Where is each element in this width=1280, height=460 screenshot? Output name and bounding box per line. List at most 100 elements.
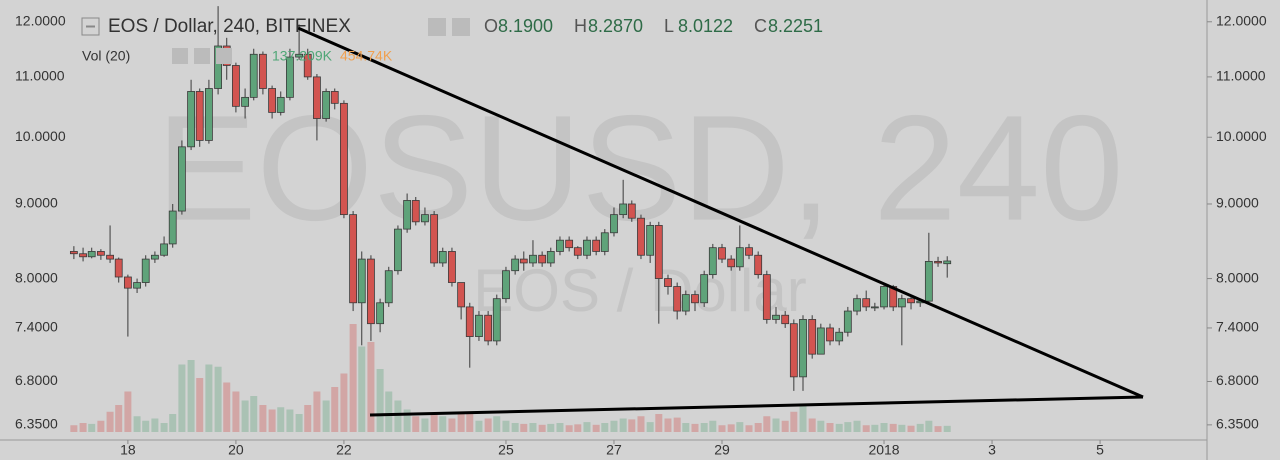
volume-bar <box>502 420 510 432</box>
candle-body <box>160 243 168 256</box>
volume-bar <box>547 423 555 432</box>
volume-bar <box>610 420 618 432</box>
ohlc-value: 8.2870 <box>588 16 643 36</box>
candle-body <box>69 251 78 255</box>
volume-bar <box>223 382 231 432</box>
volume-bar <box>889 423 897 432</box>
candle-body <box>232 65 240 107</box>
candle-body <box>357 258 366 304</box>
volume-bar <box>673 417 681 432</box>
volume-bar <box>232 391 240 432</box>
volume-bar <box>538 424 546 432</box>
candle-body <box>924 260 933 302</box>
candle-body <box>96 251 105 256</box>
volume-bar <box>916 423 924 432</box>
candle-body <box>286 56 294 98</box>
candle-body <box>303 53 312 78</box>
volume-bar <box>97 420 105 432</box>
volume-bar <box>844 422 852 432</box>
candle-body <box>448 251 456 283</box>
volume-bar <box>295 414 303 432</box>
volume-bar <box>727 424 735 432</box>
volume-bar <box>358 346 366 432</box>
volume-bar <box>511 423 519 432</box>
candle-body <box>808 319 817 355</box>
volume-bar <box>70 425 78 432</box>
volume-bar <box>322 400 330 432</box>
candle-body <box>727 258 736 268</box>
collapse-icon[interactable] <box>81 17 100 36</box>
candle-body <box>295 53 304 58</box>
candle-body <box>700 274 709 304</box>
volume-bar <box>763 416 771 432</box>
y-tick-label: 7.4000 <box>1216 319 1259 335</box>
volume-bar <box>682 423 690 432</box>
settings-icon[interactable] <box>428 18 446 36</box>
candle-body <box>934 260 942 264</box>
volume-bar <box>304 405 312 432</box>
ohlc-key: L <box>664 16 674 36</box>
candle-body <box>123 276 132 289</box>
volume-bar <box>439 416 447 432</box>
candle-body <box>249 53 258 98</box>
candle-body <box>664 278 672 287</box>
candle-body <box>619 203 628 216</box>
candle-body <box>637 217 645 256</box>
volume-bar <box>286 409 294 432</box>
candle-body <box>835 331 844 342</box>
y-tick-label: 11.0000 <box>15 68 65 84</box>
y-tick-label: 6.8000 <box>15 372 58 388</box>
volume-bar <box>745 425 753 432</box>
candle-body <box>421 214 429 223</box>
candle-body <box>484 314 493 342</box>
volume-bar <box>664 418 672 432</box>
volume-bar <box>853 420 861 432</box>
candle-body <box>330 91 339 104</box>
volume-bar <box>781 420 789 432</box>
candle-body <box>430 214 439 264</box>
y-tick-label: 7.4000 <box>15 319 58 335</box>
candle-body <box>673 286 682 312</box>
candle-body <box>511 258 520 272</box>
y-tick-label: 6.3500 <box>15 416 58 432</box>
settings-icon[interactable] <box>172 48 188 64</box>
volume-bar <box>178 364 186 432</box>
x-tick-label: 18 <box>120 442 136 458</box>
candle-body <box>538 254 547 264</box>
volume-bar <box>565 425 573 432</box>
volume-bar <box>529 423 537 432</box>
settings-icon[interactable] <box>452 18 470 36</box>
volume-bar <box>124 391 132 432</box>
x-tick-label: 27 <box>606 442 622 458</box>
candle-body <box>627 203 636 219</box>
volume-bar <box>754 423 762 432</box>
candle-body <box>592 239 601 252</box>
candle-body <box>268 88 276 113</box>
volume-bar <box>313 391 321 432</box>
volume-bar <box>799 405 807 432</box>
y-tick-label: 10.0000 <box>1216 128 1267 144</box>
volume-bar <box>700 423 708 432</box>
candle-body <box>880 286 888 308</box>
y-tick-label: 8.0000 <box>1216 269 1259 285</box>
volume-bar <box>277 407 285 432</box>
candle-body <box>708 247 717 276</box>
volume-bar <box>871 424 879 432</box>
candle-body <box>87 251 96 258</box>
volume-bar <box>655 414 663 432</box>
candle-body <box>772 314 780 320</box>
settings-icon[interactable] <box>216 48 232 64</box>
volume-bar <box>619 418 627 432</box>
ohlc-legend: O 8.1900 H 8.2870 L 8.0122 C 8.2251 <box>484 16 823 36</box>
candle-body <box>168 210 177 245</box>
settings-icon[interactable] <box>194 48 210 64</box>
volume-bar <box>907 425 915 432</box>
candle-body <box>870 306 879 309</box>
volume-bar <box>520 423 528 432</box>
volume-value: 137.209K <box>272 48 333 64</box>
candle-body <box>259 53 267 89</box>
volume-bar <box>880 423 888 432</box>
volume-bar <box>241 400 249 432</box>
candle-body <box>276 96 285 113</box>
